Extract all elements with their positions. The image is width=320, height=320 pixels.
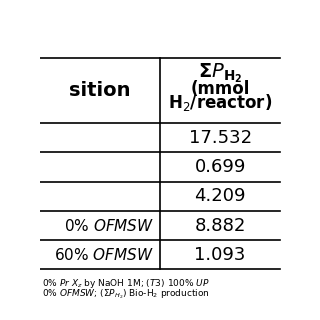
Text: 0% $\mathit{Pr}$ $\mathit{X}_z$ by NaOH 1M; ($\mathit{T}$3) 100% $\mathit{UP}$: 0% $\mathit{Pr}$ $\mathit{X}_z$ by NaOH … (42, 277, 209, 290)
Text: 1.093: 1.093 (195, 246, 246, 264)
Text: $\mathbf{\Sigma}$$\mathbf{\mathit{P}}$$_{\mathbf{H_2}}$: $\mathbf{\Sigma}$$\mathbf{\mathit{P}}$$_… (198, 62, 243, 85)
Text: H$_2$/reactor): H$_2$/reactor) (168, 92, 272, 113)
Text: 0% $\mathit{OFMSW}$; ($\mathit{\Sigma P}_{H_2}$) Bio-H$_2$ production: 0% $\mathit{OFMSW}$; ($\mathit{\Sigma P}… (42, 288, 209, 301)
Text: 0% $\mathit{OFMSW}$: 0% $\mathit{OFMSW}$ (64, 218, 154, 234)
Text: 8.882: 8.882 (195, 217, 246, 235)
Text: 4.209: 4.209 (195, 187, 246, 205)
Text: 17.532: 17.532 (188, 129, 252, 147)
Text: (mmol: (mmol (190, 80, 250, 98)
Text: sition: sition (69, 81, 131, 100)
Text: 0.699: 0.699 (195, 158, 246, 176)
Text: 60% $\mathit{OFMSW}$: 60% $\mathit{OFMSW}$ (54, 247, 154, 263)
